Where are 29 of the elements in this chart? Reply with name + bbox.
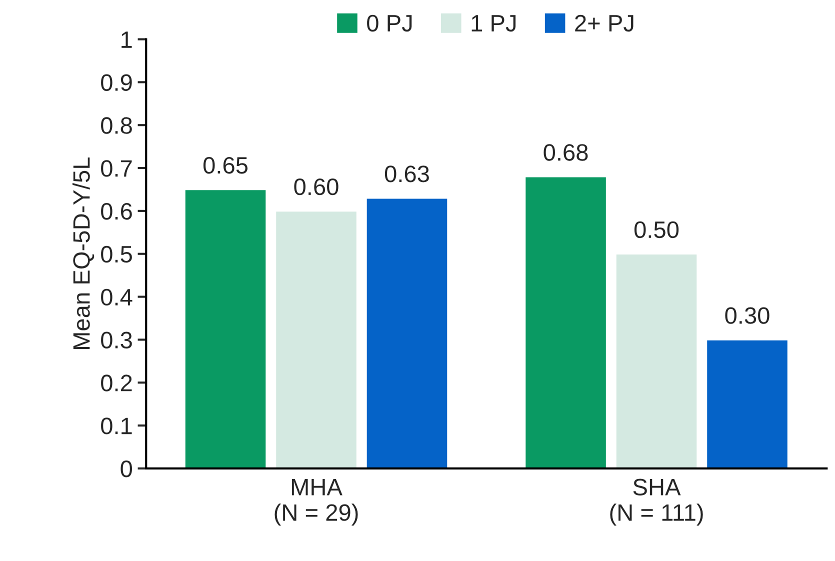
y-tick-label: 0.3 [101, 332, 132, 348]
bar [614, 253, 698, 468]
data-label: 0.65 [203, 156, 248, 174]
y-tick-label: 0.2 [101, 374, 132, 392]
y-tick-label: 0 [120, 460, 132, 478]
legend-label: 1 PJ [472, 15, 516, 32]
x-tick-label: MHA (N = 29) [274, 479, 358, 526]
y-tick-label: 0.9 [101, 74, 132, 91]
y-tick-label: 0.7 [101, 160, 132, 177]
y-tick-label: 0.6 [101, 203, 132, 220]
data-label: 0.68 [544, 144, 588, 161]
y-tick-label: 0.8 [101, 117, 132, 134]
bar [184, 188, 268, 468]
bar [706, 338, 789, 468]
x-tick-label: SHA (N = 111) [610, 478, 703, 526]
y-tick-label: 0.4 [101, 288, 132, 306]
data-label: 0.30 [725, 307, 770, 324]
y-tick-label: 0.5 [101, 246, 132, 263]
y-tick-label: 1 [122, 32, 132, 48]
bar [365, 197, 449, 468]
legend-label: 2+ PJ [575, 14, 634, 32]
y-tick-label: 0.1 [101, 418, 132, 434]
data-label: 0.60 [294, 178, 338, 196]
bar [524, 176, 608, 468]
data-label: 0.63 [384, 166, 429, 182]
legend-label: 0 PJ [367, 14, 412, 32]
data-label: 0.50 [634, 221, 679, 238]
bar [274, 210, 358, 468]
y-axis-title: Mean EQ-5D-Y/5L [72, 158, 94, 350]
